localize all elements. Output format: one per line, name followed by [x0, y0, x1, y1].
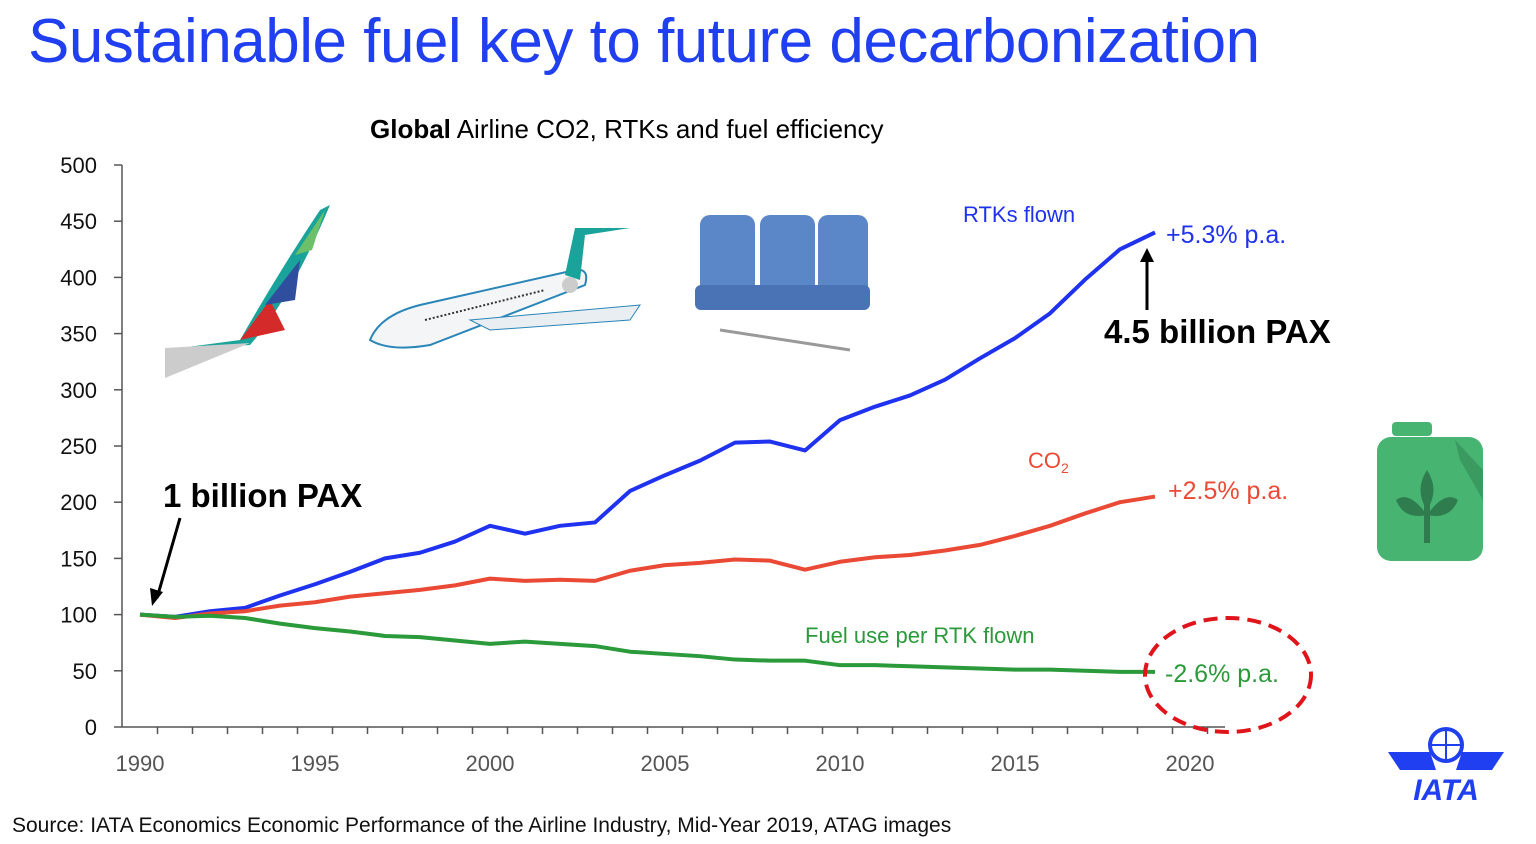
biofuel-jerrycan-icon [1377, 422, 1483, 561]
x-tick-label: 2005 [641, 751, 690, 776]
arrow-1-billion [155, 517, 182, 599]
x-tick-label: 1995 [291, 751, 340, 776]
series-line-2 [139, 612, 1155, 674]
axes: 0 50 100 150 200 250 300 350 400 450 500 1990 1995 20… [60, 153, 1225, 776]
x-tick-label: 2000 [466, 751, 515, 776]
slide-title: Sustainable fuel key to future decarboni… [28, 7, 1260, 76]
growth-label-fuel: -2.6% p.a. [1165, 660, 1279, 688]
iata-logo-text: IATA [1413, 774, 1479, 807]
source-note: Source: IATA Economics Economic Performa… [12, 814, 952, 837]
arrow-head-icon [150, 588, 163, 606]
y-tick-label: 350 [60, 322, 97, 347]
y-tick-label: 150 [60, 546, 97, 571]
series-line-0 [139, 230, 1156, 619]
airplane-image [368, 228, 641, 349]
y-tick-label: 0 [85, 715, 97, 740]
y-tick-label: 300 [60, 378, 97, 403]
highlight-circle [1143, 616, 1313, 734]
series-lines [139, 230, 1156, 674]
x-tick-label: 2015 [991, 751, 1040, 776]
x-tick-label: 2010 [816, 751, 865, 776]
arrow-head-icon [1140, 248, 1154, 262]
series-line-1 [139, 494, 1156, 620]
y-tick-label: 100 [60, 603, 97, 628]
series-label-fuel: Fuel use per RTK flown [805, 623, 1034, 648]
y-tick-label: 250 [60, 434, 97, 459]
annotation-1-billion-pax: 1 billion PAX [163, 477, 362, 514]
series-label-rtk: RTKs flown [963, 202, 1075, 227]
iata-logo: IATA [1388, 727, 1504, 807]
chart-title: Global Airline CO2, RTKs and fuel effici… [370, 114, 884, 144]
y-tick-label: 450 [60, 209, 97, 234]
annotation-4-5-billion-pax: 4.5 billion PAX [1104, 313, 1331, 350]
y-tick-label: 200 [60, 490, 97, 515]
series-label-co2: CO2 [1028, 448, 1069, 476]
chart-title-bold: Global [370, 114, 451, 144]
chart-title-rest: Airline CO2, RTKs and fuel efficiency [451, 114, 884, 144]
y-tick-label: 500 [60, 153, 97, 178]
growth-label-rtk: +5.3% p.a. [1166, 221, 1286, 249]
seats-image [695, 215, 870, 352]
y-tick-label: 50 [73, 659, 97, 684]
tail-fin-image [165, 205, 330, 378]
x-tick-label: 2020 [1166, 751, 1215, 776]
y-tick-label: 400 [60, 265, 97, 290]
x-tick-label: 1990 [116, 751, 165, 776]
growth-label-co2: +2.5% p.a. [1168, 477, 1288, 505]
